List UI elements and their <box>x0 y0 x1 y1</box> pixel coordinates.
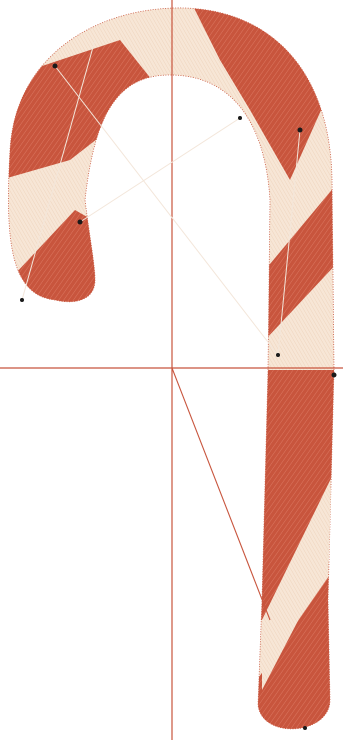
node-marker[interactable] <box>297 127 303 133</box>
node-marker[interactable] <box>52 63 58 69</box>
travel-line-2 <box>79 117 241 223</box>
travel-line-3 <box>21 39 96 301</box>
node-marker[interactable] <box>20 298 24 302</box>
travel-line-1 <box>54 65 279 356</box>
travel-line-4 <box>277 129 301 356</box>
end-point-marker[interactable] <box>303 726 307 730</box>
node-marker[interactable] <box>77 219 83 225</box>
travel-line-5 <box>171 367 271 621</box>
node-marker[interactable] <box>238 116 242 120</box>
node-marker[interactable] <box>331 372 337 378</box>
node-marker[interactable] <box>276 353 280 357</box>
